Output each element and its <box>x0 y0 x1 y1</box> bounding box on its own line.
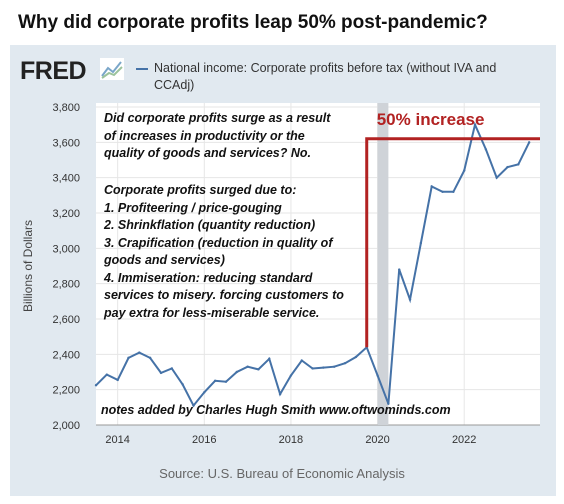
data-point <box>322 366 325 369</box>
line-chart-icon <box>100 58 124 80</box>
note-line: services to misery. forcing customers to <box>104 288 344 302</box>
data-point <box>224 380 228 383</box>
note-line: Corporate profits surged due to: <box>104 183 297 197</box>
note-line: 3. Crapification (reduction in quality o… <box>104 235 333 250</box>
y-tick-label: 3,200 <box>52 208 80 220</box>
note-line: goods and services) <box>104 253 225 267</box>
data-point <box>333 365 336 368</box>
y-axis-ticks: 2,000 2,200 2,400 2,600 2,800 3,000 3,200 3,400… <box>52 102 80 432</box>
x-tick-label: 2014 <box>105 434 129 446</box>
data-point <box>213 379 217 383</box>
data-point <box>94 384 98 387</box>
annotation-bracket <box>365 137 540 348</box>
x-tick-label: 2018 <box>279 434 303 446</box>
fred-logo: FRED <box>20 57 87 85</box>
y-tick-label: 3,800 <box>52 102 80 114</box>
data-point <box>495 176 498 179</box>
note-reasons: Corporate profits surged due to: 1. Profi… <box>104 182 344 322</box>
annotation-label: 50% increase <box>377 110 485 129</box>
data-point <box>452 190 455 193</box>
data-point <box>148 356 152 360</box>
data-point <box>441 190 444 193</box>
data-point <box>376 374 379 377</box>
data-point <box>419 241 423 245</box>
note-line: 4. Immiseration: reducing standard <box>104 270 313 285</box>
note-line: 2. Shrinkflation (quantity reduction) <box>104 218 316 232</box>
data-point <box>398 268 401 271</box>
data-point <box>408 298 412 301</box>
legend-series-label: National income: Corporate profits befor… <box>154 61 497 92</box>
data-point <box>506 165 509 169</box>
data-point <box>181 383 184 386</box>
data-point <box>311 367 314 370</box>
y-tick-label: 2,600 <box>52 314 80 326</box>
note-line: of increases in productivity or the <box>104 128 305 143</box>
data-point <box>387 402 390 405</box>
series-points <box>94 123 531 407</box>
data-point <box>484 148 488 151</box>
data-point <box>192 404 195 407</box>
x-axis-ticks: 2014 2016 2018 2020 2022 <box>105 434 476 446</box>
plot-area <box>96 103 540 425</box>
y-tick-label: 3,400 <box>52 173 80 185</box>
data-point <box>462 169 466 172</box>
data-point <box>517 163 520 166</box>
x-tick-label: 2020 <box>365 434 389 446</box>
data-point <box>300 359 303 362</box>
legend-series-swatch <box>136 68 148 70</box>
y-tick-label: 2,200 <box>52 385 80 397</box>
data-point <box>235 370 238 374</box>
y-tick-label: 3,000 <box>52 243 80 255</box>
note-credit: notes added by Charles Hugh Smith www.of… <box>101 403 451 417</box>
data-point <box>246 365 249 368</box>
data-point <box>170 367 174 370</box>
y-tick-label: 2,400 <box>52 349 80 361</box>
note-line: quality of goods and services? No. <box>104 146 311 160</box>
x-tick-label: 2022 <box>452 434 476 446</box>
gridlines <box>96 103 540 426</box>
data-point <box>354 355 358 359</box>
note-question: Did corporate profits surge as a result o… <box>104 110 330 163</box>
data-point <box>203 391 206 394</box>
y-tick-label: 2,000 <box>52 420 80 432</box>
y-tick-label: 2,800 <box>52 279 80 291</box>
data-point <box>138 351 141 354</box>
data-point <box>343 361 347 365</box>
x-tick-label: 2016 <box>192 434 216 446</box>
data-point <box>473 123 477 126</box>
data-point <box>116 378 119 382</box>
recession-shading <box>377 103 389 425</box>
data-point <box>289 374 293 377</box>
note-line: pay extra for less-miserable service. <box>104 305 320 320</box>
data-point <box>430 185 433 188</box>
y-tick-label: 3,600 <box>52 137 80 149</box>
note-line: Did corporate profits surge as a result <box>104 111 331 125</box>
data-point <box>268 357 271 360</box>
headline: Why did corporate profits leap 50% post-… <box>18 12 488 33</box>
data-point <box>257 368 260 371</box>
data-point <box>105 373 109 376</box>
note-line: 1. Profiteering / price-gouging <box>104 200 282 215</box>
data-point <box>527 141 531 144</box>
data-point <box>159 371 163 375</box>
data-point <box>127 356 130 360</box>
data-point <box>278 392 282 396</box>
source-note: Source: U.S. Bureau of Economic Analysis <box>159 466 405 481</box>
y-axis-label: Billions of Dollars <box>21 220 35 312</box>
